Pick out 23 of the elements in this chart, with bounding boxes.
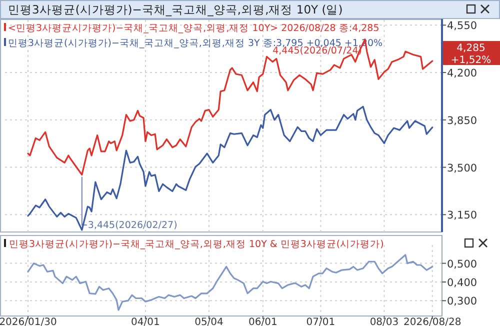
y-tick-label: 0,500 <box>447 258 478 270</box>
y-tick-label: 4,200 <box>447 68 478 80</box>
chart-title: 민평3사평균(시가평가)−국채_국고채_양곡,외평,재정 10Y (일) <box>8 2 343 16</box>
x-tick-label: 05/04 <box>194 317 224 326</box>
x-tick-label: 04/01 <box>131 317 160 326</box>
x-tick-label: 06/01 <box>248 317 278 326</box>
x-tick-label: 07/01 <box>306 317 336 326</box>
y-tick-label: 4,550 <box>447 20 478 32</box>
x-tick-label: 2026/01/30 <box>0 317 57 326</box>
text: 4,285 <box>456 43 486 54</box>
legend-label: <민평3사평균시가평가)−국채_국고채_양곡,외평,재정 10Y> 2026/08/28 종:4,285 <box>8 23 380 34</box>
y-tick-label: 3,500 <box>447 162 478 174</box>
line-series <box>27 254 434 311</box>
y-tick-label: 0,400 <box>447 276 478 289</box>
x-tick-label: 2026/08/28 <box>404 317 462 326</box>
x-tick-label: 08/03 <box>370 317 399 326</box>
y-tick-label: 0,300 <box>447 296 478 308</box>
annotation: 3,445(2026/02/27) <box>88 220 178 231</box>
y-tick-label: 3,850 <box>447 114 478 127</box>
line-series <box>27 106 434 231</box>
y-tick-label: 3,150 <box>447 210 478 222</box>
text: +1,52% <box>450 55 492 66</box>
chart-title: 민평3사평균(시가평가)−국채_국고채_양곡,외평,재정 10Y & 민평3사평균(시가평가) <box>9 239 384 250</box>
